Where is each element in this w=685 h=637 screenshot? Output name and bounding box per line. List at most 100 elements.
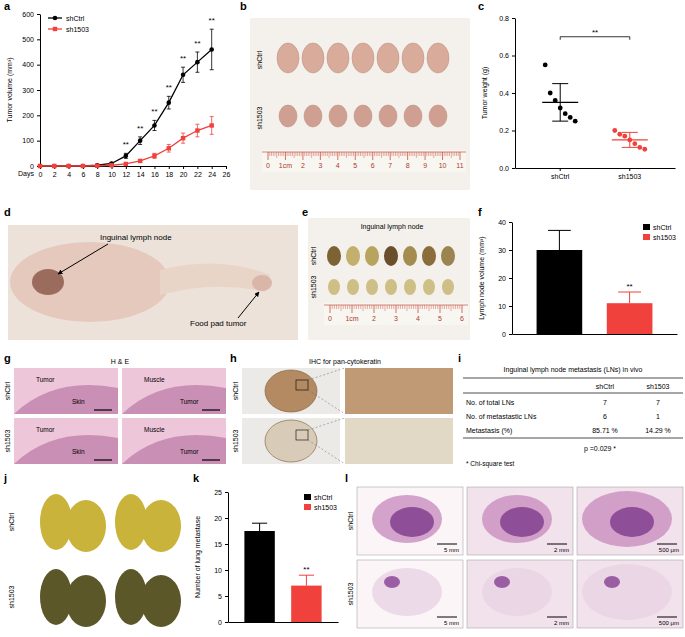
ruler-minor bbox=[273, 152, 274, 156]
ruler-minor bbox=[295, 152, 296, 156]
ruler-minor bbox=[344, 152, 345, 156]
error-bar bbox=[252, 523, 267, 531]
ruler-minor bbox=[325, 152, 326, 156]
tumor bbox=[429, 105, 447, 127]
ruler-minor bbox=[391, 305, 392, 309]
lymph-node bbox=[365, 246, 379, 266]
tumor bbox=[277, 43, 299, 73]
scale-bar bbox=[437, 544, 457, 545]
ruler-minor bbox=[357, 152, 358, 156]
micrograph bbox=[357, 560, 463, 628]
row-label: sh1503 bbox=[4, 429, 11, 452]
error-bar bbox=[210, 29, 214, 70]
marker bbox=[124, 162, 128, 166]
tick-label: 20 bbox=[214, 515, 222, 522]
micrograph bbox=[122, 368, 226, 414]
micrograph bbox=[345, 368, 453, 414]
tick-label: 40 bbox=[498, 219, 506, 226]
ruler-minor bbox=[360, 305, 361, 309]
tick-label: 25 bbox=[214, 489, 222, 496]
point bbox=[622, 134, 627, 139]
ruler-minor bbox=[353, 152, 354, 156]
lymph-node bbox=[441, 246, 455, 266]
ruler-minor bbox=[430, 152, 431, 156]
error-bar bbox=[138, 137, 142, 145]
panel-label: e bbox=[302, 206, 308, 218]
arrow bbox=[238, 292, 259, 318]
ruler-minor bbox=[386, 152, 387, 156]
point bbox=[637, 145, 642, 150]
lymph-node bbox=[404, 279, 416, 295]
axis-line bbox=[512, 223, 513, 335]
ruler-minor bbox=[402, 152, 403, 156]
point bbox=[617, 132, 622, 137]
marker bbox=[138, 159, 142, 163]
ruler-minor bbox=[362, 152, 363, 156]
ruler-minor bbox=[346, 152, 347, 158]
ruler-minor bbox=[369, 305, 370, 309]
ruler-minor bbox=[449, 152, 450, 156]
tick-mark bbox=[509, 334, 512, 335]
error-bar bbox=[195, 52, 199, 72]
tick: 0.2 bbox=[499, 127, 515, 134]
row-label: sh1503 bbox=[347, 582, 354, 605]
plot-area bbox=[542, 62, 648, 151]
ruler-minor bbox=[343, 152, 344, 156]
table-cell: No. of metastastic LNs bbox=[466, 413, 537, 420]
ruler-minor bbox=[341, 152, 342, 156]
ruler-minor bbox=[393, 152, 394, 156]
tick: 20 bbox=[214, 515, 228, 522]
legend-swatch bbox=[304, 504, 311, 510]
lymph-node bbox=[346, 246, 360, 266]
photo bbox=[250, 18, 470, 190]
tick-label: 0 bbox=[39, 171, 43, 178]
row-label: shCtrl bbox=[256, 50, 263, 69]
legend-label: sh1503 bbox=[66, 26, 89, 33]
photo bbox=[8, 225, 298, 340]
panel-label: a bbox=[4, 0, 11, 12]
row-label: sh1503 bbox=[310, 275, 317, 298]
marker bbox=[52, 164, 57, 169]
tick: 26 bbox=[223, 166, 231, 178]
ruler-minor bbox=[294, 152, 295, 158]
panel-label: h bbox=[230, 352, 237, 364]
ruler-minor bbox=[424, 305, 425, 309]
legend-swatch bbox=[304, 494, 311, 500]
tick: 25 bbox=[214, 489, 228, 496]
annotation: ** bbox=[592, 28, 598, 37]
tick-label: 0.0 bbox=[499, 165, 509, 172]
tick: 0.0 bbox=[499, 165, 515, 172]
ruler-minor bbox=[297, 152, 298, 156]
lung bbox=[66, 500, 106, 552]
panel-label: l bbox=[345, 472, 348, 484]
tick: 10 bbox=[108, 166, 116, 178]
annotation: Skin bbox=[72, 398, 85, 405]
tick-mark bbox=[197, 166, 198, 169]
dot-chart: shCtrlsh15030.00.20.40.60.8**Tumor weigh… bbox=[481, 15, 676, 180]
error-bar bbox=[152, 120, 156, 130]
marker bbox=[95, 164, 99, 168]
legend-swatch bbox=[643, 224, 650, 230]
annotation: ** bbox=[151, 107, 157, 116]
ruler-minor bbox=[411, 305, 412, 309]
ruler-minor bbox=[376, 305, 377, 309]
scale-bar bbox=[202, 459, 220, 460]
tick-mark bbox=[37, 14, 40, 15]
micrograph bbox=[345, 418, 453, 464]
panel-label: b bbox=[240, 0, 247, 12]
marker bbox=[95, 163, 100, 168]
tick: 5 bbox=[218, 593, 228, 600]
ruler-tick bbox=[425, 152, 426, 160]
ruler-minor bbox=[432, 152, 433, 156]
ruler-minor bbox=[435, 305, 436, 309]
tick: 24 bbox=[208, 166, 216, 178]
panel-h: IHC for pan-cytokeratinshCtrlsh1503 bbox=[232, 358, 453, 464]
ruler-minor bbox=[418, 152, 419, 156]
scale-label: 5 mm bbox=[444, 620, 459, 626]
tick-mark bbox=[225, 596, 228, 597]
ruler-minor bbox=[336, 305, 337, 309]
table-cell: Metastasis (%) bbox=[466, 427, 512, 435]
ruler-minor bbox=[287, 152, 288, 156]
tick-label: 10 bbox=[108, 171, 116, 178]
tick-label: 0.2 bbox=[499, 127, 509, 134]
